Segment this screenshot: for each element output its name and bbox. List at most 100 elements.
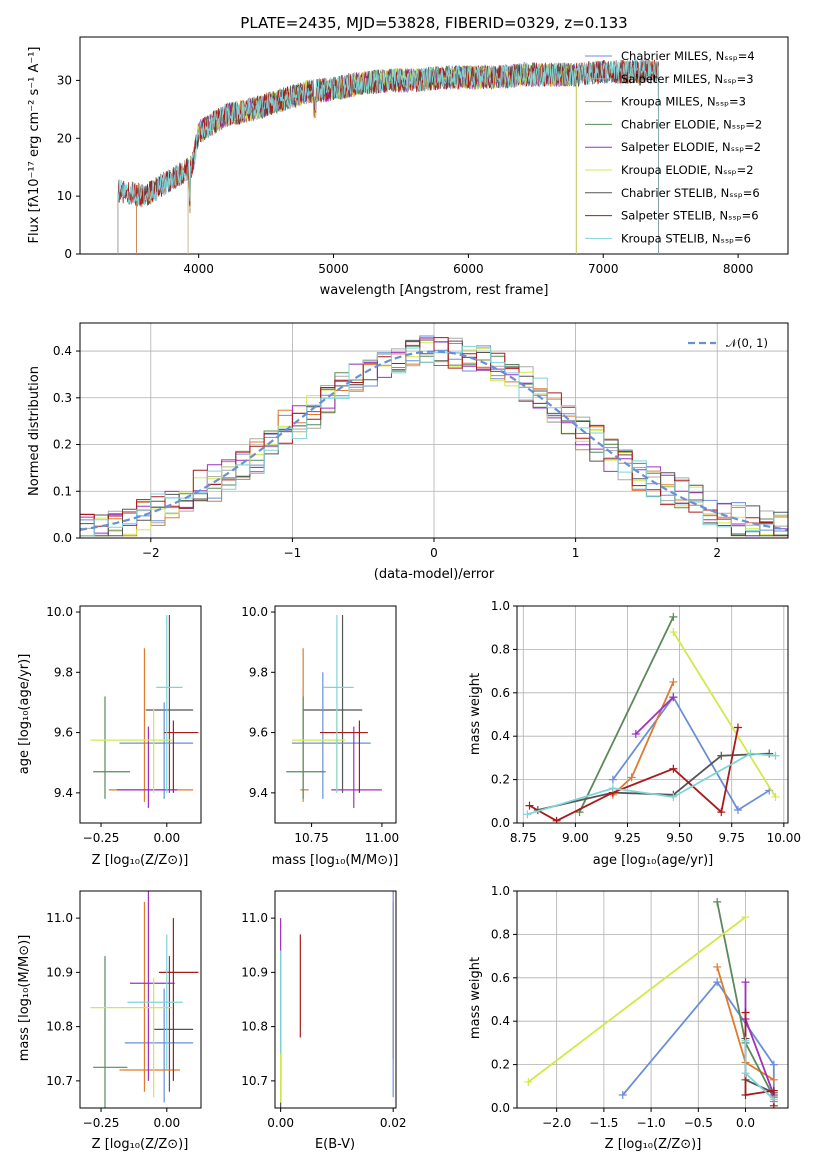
point-marker (769, 1086, 778, 1095)
panel-frame (274, 890, 397, 1109)
mass-weight-line (612, 695, 770, 812)
point-marker (771, 751, 780, 760)
point-marker (669, 628, 678, 637)
y-tick-label: 0.2 (491, 1058, 510, 1072)
panel-frame (516, 605, 789, 824)
y-tick-label: 10.7 (46, 1074, 73, 1088)
y-tick-label: 0.0 (491, 1101, 510, 1115)
point-marker (717, 751, 726, 760)
mw-age-panel: 8.75 9.00 9.25 9.50 9.75 10.00 0.0 0.2 0.4 0.6 0.8… (491, 599, 801, 845)
panel-frame (79, 605, 202, 824)
plot-area (524, 897, 778, 1108)
x-tick-label: 8.75 (510, 831, 537, 845)
spectrum-series-kroupa-elodie (187, 62, 577, 254)
y-tick-label: 0.4 (491, 729, 510, 743)
point-marker (765, 749, 774, 758)
point-marker (741, 1090, 750, 1099)
spectrum-ticks: 4000 5000 6000 7000 8000 0 10 20 30 (57, 73, 754, 276)
age-mass-panel: 10.75 11.00 9.4 9.6 9.8 10.0 (241, 605, 399, 845)
x-tick-label: 9.50 (666, 831, 693, 845)
mw-z-ylabel: mass weight (468, 957, 483, 1039)
parameter-panels: −0.25 0.00 9.4 9.6 9.8 10.0 10.75 11.00 9.4 9.6 9.… (46, 599, 801, 1130)
point-marker (769, 1060, 778, 1069)
x-tick-label: 7000 (588, 262, 619, 276)
legend-label: Salpeter ELODIE, Nₛₛₚ=2 (621, 140, 761, 154)
mass-weight-line (529, 727, 739, 822)
mass-weight-line (527, 752, 776, 816)
spectrum-xlabel: wavelength [Angstrom, rest frame] (320, 283, 549, 298)
x-tick-label: 1 (572, 546, 580, 560)
x-tick-label: 0 (430, 546, 438, 560)
y-tick-label: 10 (57, 189, 72, 203)
spectrum-panel: 4000 5000 6000 7000 8000 0 10 20 30 Chabrier MIL… (27, 36, 789, 298)
legend-label: Kroupa ELODIE, Nₛₛₚ=2 (621, 163, 754, 177)
y-tick-label: 10.9 (46, 965, 73, 979)
legend-label: Chabrier MILES, Nₛₛₚ=4 (621, 49, 755, 63)
plot-area (90, 891, 199, 1108)
mass-weight-line (672, 631, 777, 798)
point-marker (713, 962, 722, 971)
y-tick-label: 0.2 (53, 438, 72, 452)
point-marker (608, 775, 617, 784)
y-tick-label: 0.4 (491, 1014, 510, 1028)
x-tick-label: 0.02 (380, 1116, 407, 1130)
spectrum-series-kroupa-stelib (117, 59, 659, 255)
plot-area (280, 891, 394, 1108)
x-tick-label: 5000 (318, 262, 349, 276)
x-tick-label: 0.00 (153, 831, 180, 845)
y-tick-label: 0.6 (491, 971, 510, 985)
point-marker (769, 1095, 778, 1104)
point-marker (713, 978, 722, 987)
panel-frame (274, 605, 397, 824)
spectrum-ylabel: Flux [fλ10⁻¹⁷ erg cm⁻² s⁻¹ A⁻¹] (27, 47, 42, 244)
x-tick-label: 9.00 (562, 831, 589, 845)
point-marker (771, 792, 780, 801)
y-tick-label: 10.8 (241, 1020, 268, 1034)
age-mass-xlabel: mass [log₁₀(M/M⊙)] (272, 853, 399, 868)
x-tick-label: 9.75 (718, 831, 745, 845)
histogram-series (80, 345, 788, 537)
x-tick-label: −2.0 (542, 1116, 571, 1130)
y-tick-label: 0.0 (491, 816, 510, 830)
x-tick-label: 0.00 (153, 1116, 180, 1130)
point-marker (524, 1077, 533, 1086)
x-tick-label: 10.75 (294, 831, 328, 845)
legend-label: Salpeter MILES, Nₛₛₚ=3 (621, 72, 754, 86)
y-tick-label: 0.3 (53, 391, 72, 405)
spectrum-series-chabrier-stelib (117, 59, 659, 255)
point-marker (523, 810, 532, 819)
mass-ebv-xlabel: E(B-V) (315, 1137, 355, 1152)
spectrum-series-chabrier-elodie (187, 62, 577, 254)
point-marker (769, 1075, 778, 1084)
panel-frame (79, 890, 202, 1109)
x-tick-label: 10.00 (767, 831, 801, 845)
x-tick-label: 4000 (183, 262, 214, 276)
age-z-panel: −0.25 0.00 9.4 9.6 9.8 10.0 (46, 605, 202, 845)
point-marker (627, 773, 636, 782)
y-tick-label: 9.6 (54, 726, 73, 740)
histogram-series (80, 337, 788, 537)
plot-area (90, 615, 199, 808)
x-tick-label: −0.25 (83, 1116, 120, 1130)
y-tick-label: 11.0 (241, 911, 268, 925)
legend-label: Chabrier ELODIE, Nₛₛₚ=2 (621, 117, 762, 131)
y-tick-label: 0.8 (491, 927, 510, 941)
mass-ebv-panel: 0.00 0.02 10.7 10.8 10.9 11.0 (241, 890, 407, 1130)
plot-area (286, 615, 382, 808)
legend-label: Salpeter STELIB, Nₛₛₚ=6 (621, 209, 759, 223)
mw-z-xlabel: Z [log₁₀(Z/Z⊙)] (605, 1137, 702, 1152)
histogram-ticks: −2 −1 0 1 2 0.0 0.1 0.2 0.3 0.4 (53, 344, 721, 560)
x-tick-label: −0.25 (83, 831, 120, 845)
histogram-panel: −2 −1 0 1 2 0.0 0.1 0.2 0.3 0.4 𝒩(0, 1) (data-mod… (27, 322, 789, 582)
mass-z-panel: −0.25 0.00 10.7 10.8 10.9 11.0 (46, 890, 202, 1130)
y-tick-label: 0.2 (491, 773, 510, 787)
y-tick-label: 9.4 (54, 786, 73, 800)
age-z-xlabel: Z [log₁₀(Z/Z⊙)] (92, 853, 189, 868)
mw-age-ylabel: mass weight (468, 673, 483, 755)
x-tick-label: 2 (713, 546, 721, 560)
point-marker (669, 764, 678, 773)
normal-curve (79, 350, 789, 531)
x-tick-label: −1 (284, 546, 302, 560)
x-tick-label: 0.0 (736, 1116, 755, 1130)
legend-label: Kroupa MILES, Nₛₛₚ=3 (621, 95, 746, 109)
